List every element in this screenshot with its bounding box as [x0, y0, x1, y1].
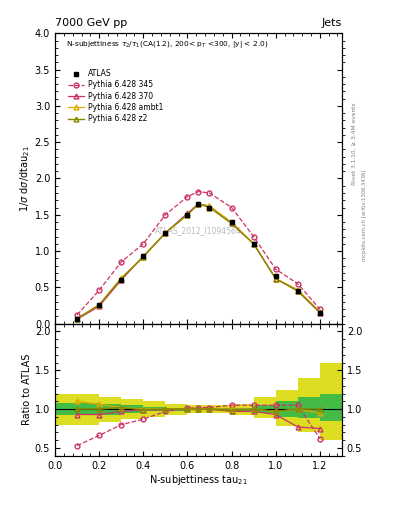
Bar	[77, 394, 99, 424]
Text: Jets: Jets	[321, 18, 342, 28]
Bar	[187, 405, 209, 413]
Bar	[121, 405, 143, 413]
Bar	[55, 394, 77, 424]
Bar	[143, 401, 165, 417]
Bar	[165, 403, 187, 415]
Bar	[99, 403, 121, 415]
Bar	[231, 403, 253, 415]
Bar	[77, 403, 99, 415]
Text: mcplots.cern.ch [arXiv:1306.3436]: mcplots.cern.ch [arXiv:1306.3436]	[362, 169, 367, 261]
Bar	[143, 407, 165, 412]
Bar	[121, 399, 143, 419]
Bar	[253, 397, 276, 418]
Y-axis label: Ratio to ATLAS: Ratio to ATLAS	[22, 354, 32, 425]
Bar	[55, 403, 77, 415]
Text: Rivet 3.1.10, ≥ 3.4M events: Rivet 3.1.10, ≥ 3.4M events	[352, 102, 357, 185]
Text: 7000 GeV pp: 7000 GeV pp	[55, 18, 127, 28]
Bar	[320, 362, 342, 440]
Y-axis label: 1/$\sigma$ d$\sigma$/dtau$_{21}$: 1/$\sigma$ d$\sigma$/dtau$_{21}$	[18, 145, 32, 212]
Text: ATLAS_2012_I1094564: ATLAS_2012_I1094564	[155, 226, 242, 235]
Bar	[187, 408, 209, 410]
Bar	[276, 401, 298, 417]
Bar	[165, 408, 187, 411]
Bar	[253, 405, 276, 413]
Bar	[209, 408, 231, 410]
X-axis label: N-subjettiness tau$_{21}$: N-subjettiness tau$_{21}$	[149, 473, 248, 487]
Legend: ATLAS, Pythia 6.428 345, Pythia 6.428 370, Pythia 6.428 ambt1, Pythia 6.428 z2: ATLAS, Pythia 6.428 345, Pythia 6.428 37…	[64, 66, 167, 126]
Bar	[231, 408, 253, 411]
Bar	[298, 397, 320, 418]
Bar	[209, 405, 231, 413]
Bar	[298, 378, 320, 433]
Bar	[276, 390, 298, 426]
Bar	[99, 397, 121, 421]
Text: N-subjettiness $\tau_2/\tau_1$(CA(1.2), 200< p$_T$ <300, |y| < 2.0): N-subjettiness $\tau_2/\tau_1$(CA(1.2), …	[66, 39, 269, 50]
Bar	[320, 394, 342, 421]
